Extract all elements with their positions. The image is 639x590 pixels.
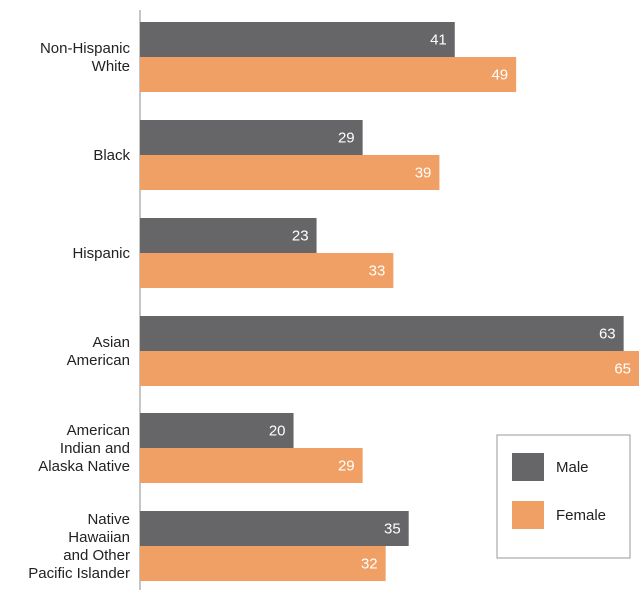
legend: Male Female [496, 434, 631, 559]
category-label-line: White [92, 58, 130, 75]
data-label-female-0: 49 [491, 67, 508, 84]
category-label-line: Non-Hispanic [40, 40, 131, 57]
legend-swatch-male [512, 453, 544, 481]
bar-female-3 [140, 351, 639, 386]
data-label-female-2: 33 [369, 263, 386, 280]
category-label-line: Asian [92, 334, 130, 351]
bar-female-4 [140, 448, 363, 483]
data-label-male-1: 29 [338, 130, 355, 147]
category-label-2: Hispanic [72, 245, 130, 262]
data-label-male-4: 20 [269, 423, 286, 440]
bar-male-1 [140, 120, 363, 155]
category-label-line: and Other [63, 547, 130, 564]
category-label-line: Hawaiian [68, 529, 130, 546]
data-label-female-3: 65 [614, 361, 631, 378]
category-label-line: Black [93, 147, 130, 164]
category-label-3: Asian American [67, 334, 130, 369]
legend-label-male: Male [556, 459, 589, 476]
bar-female-0 [140, 57, 517, 92]
category-label-1: Black [93, 147, 130, 164]
bar-female-2 [140, 253, 394, 288]
category-label-line: Indian and [60, 440, 130, 457]
category-label-line: Pacific Islander [28, 565, 130, 582]
bar-male-4 [140, 413, 294, 448]
bar-male-3 [140, 316, 624, 351]
bar-female-5 [140, 546, 386, 581]
data-label-female-1: 39 [415, 165, 432, 182]
data-label-male-3: 63 [599, 326, 616, 343]
data-label-male-2: 23 [292, 228, 309, 245]
bar-male-0 [140, 22, 455, 57]
category-label-line: American [67, 352, 130, 369]
category-label-line: Hispanic [72, 245, 130, 262]
bar-male-2 [140, 218, 317, 253]
legend-swatch-female [512, 501, 544, 529]
data-label-male-0: 41 [430, 32, 447, 49]
category-label-line: American [67, 422, 130, 439]
category-label-line: Alaska Native [38, 458, 130, 475]
legend-label-female: Female [556, 507, 606, 524]
category-label-0: Non-Hispanic White [40, 40, 131, 75]
data-label-female-5: 32 [361, 556, 378, 573]
bar-male-5 [140, 511, 409, 546]
bar-female-1 [140, 155, 440, 190]
category-label-5: Native Hawaiian and Other Pacific Islander [28, 511, 130, 582]
category-label-line: Native [87, 511, 130, 528]
data-label-female-4: 29 [338, 458, 355, 475]
data-label-male-5: 35 [384, 521, 401, 538]
category-label-4: American Indian and Alaska Native [38, 422, 130, 475]
